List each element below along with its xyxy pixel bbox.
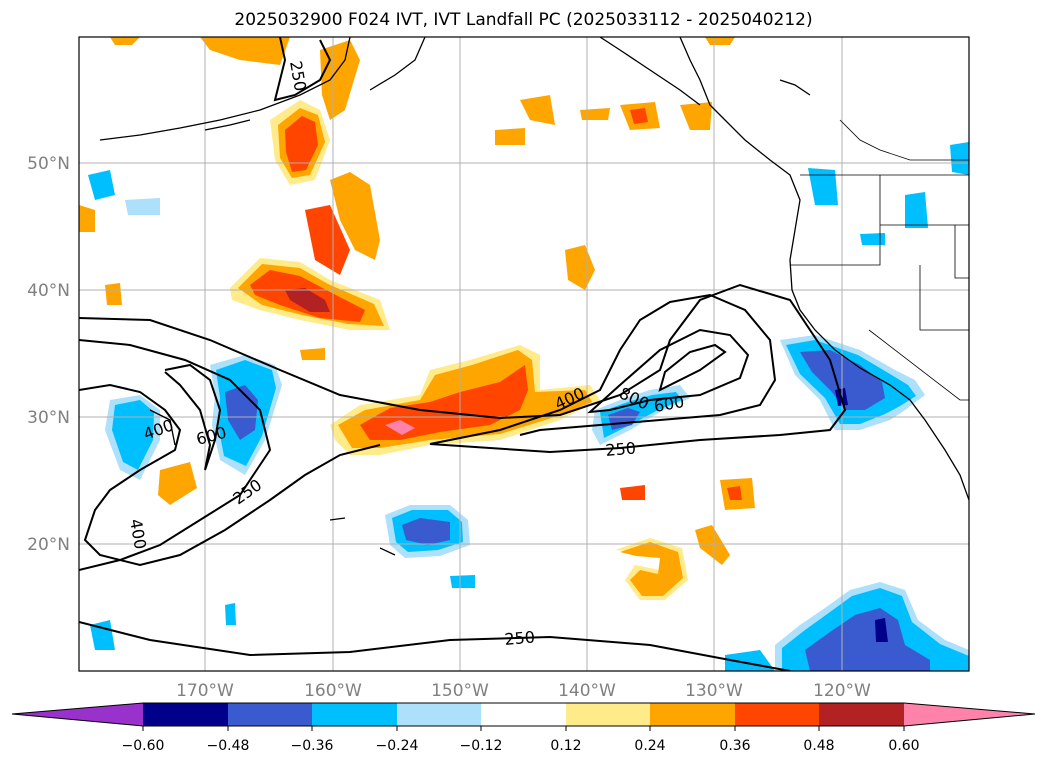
ivt-contours [79, 37, 847, 671]
coastlines [99, 37, 969, 556]
lon-label: 130°W [685, 681, 743, 701]
contour-label: 400 [126, 517, 150, 550]
colorbar-tick-label: 0.24 [634, 738, 665, 754]
colorbar-swatch [312, 703, 397, 726]
lon-label: 150°W [431, 681, 489, 701]
colorbar-swatch [228, 703, 312, 726]
colorbar-tick-label: −0.12 [460, 738, 503, 754]
lon-label: 140°W [558, 681, 616, 701]
colorbar-tick-label: 0.60 [888, 738, 919, 754]
lon-label: 170°W [176, 681, 234, 701]
negative-anomaly-shading [88, 142, 969, 671]
map-title: 2025032900 F024 IVT, IVT Landfall PC (20… [234, 10, 813, 30]
positive-anomaly-shading [79, 37, 755, 600]
map-frame [78, 36, 970, 672]
colorbar-swatch [819, 703, 904, 726]
colorbar-swatch [650, 703, 735, 726]
lon-label: 120°W [813, 681, 871, 701]
colorbar-tick-label: −0.36 [291, 738, 334, 754]
colorbar-swatch [566, 703, 650, 726]
colorbar-swatch [481, 703, 566, 726]
contour-label: 250 [504, 627, 536, 649]
colorbar: −0.60 −0.48 −0.36 −0.24 −0.12 0.12 0.24 … [11, 702, 1036, 754]
colorbar-swatch [397, 703, 481, 726]
colorbar-tick-label: 0.48 [803, 738, 834, 754]
map-content [79, 37, 969, 671]
lat-label: 20°N [27, 535, 70, 555]
colorbar-swatch [735, 703, 819, 726]
lat-label: 40°N [27, 281, 70, 301]
colorbar-tick-label: −0.60 [122, 738, 165, 754]
colorbar-tick-label: 0.12 [550, 738, 581, 754]
contour-label: 250 [286, 59, 310, 92]
latitude-labels: 50°N 40°N 30°N 20°N [27, 154, 70, 555]
lat-label: 50°N [27, 154, 70, 174]
colorbar-tick-label: −0.48 [207, 738, 250, 754]
lon-label: 160°W [304, 681, 362, 701]
contour-label: 250 [605, 438, 637, 460]
colorbar-tick-label: 0.36 [719, 738, 750, 754]
colorbar-extend-right [904, 703, 1035, 726]
contour-label: 600 [652, 392, 685, 416]
lat-label: 30°N [27, 408, 70, 428]
contour-label: 250 [229, 475, 265, 508]
contour-labels: 250 400 600 400 600 250 800 250 400 250 [126, 59, 686, 649]
state-borders [790, 119, 969, 401]
colorbar-swatch [143, 703, 228, 726]
colorbar-extend-left [12, 703, 143, 726]
colorbar-tick-label: −0.24 [376, 738, 419, 754]
longitude-labels: 170°W 160°W 150°W 140°W 130°W 120°W [176, 681, 871, 701]
